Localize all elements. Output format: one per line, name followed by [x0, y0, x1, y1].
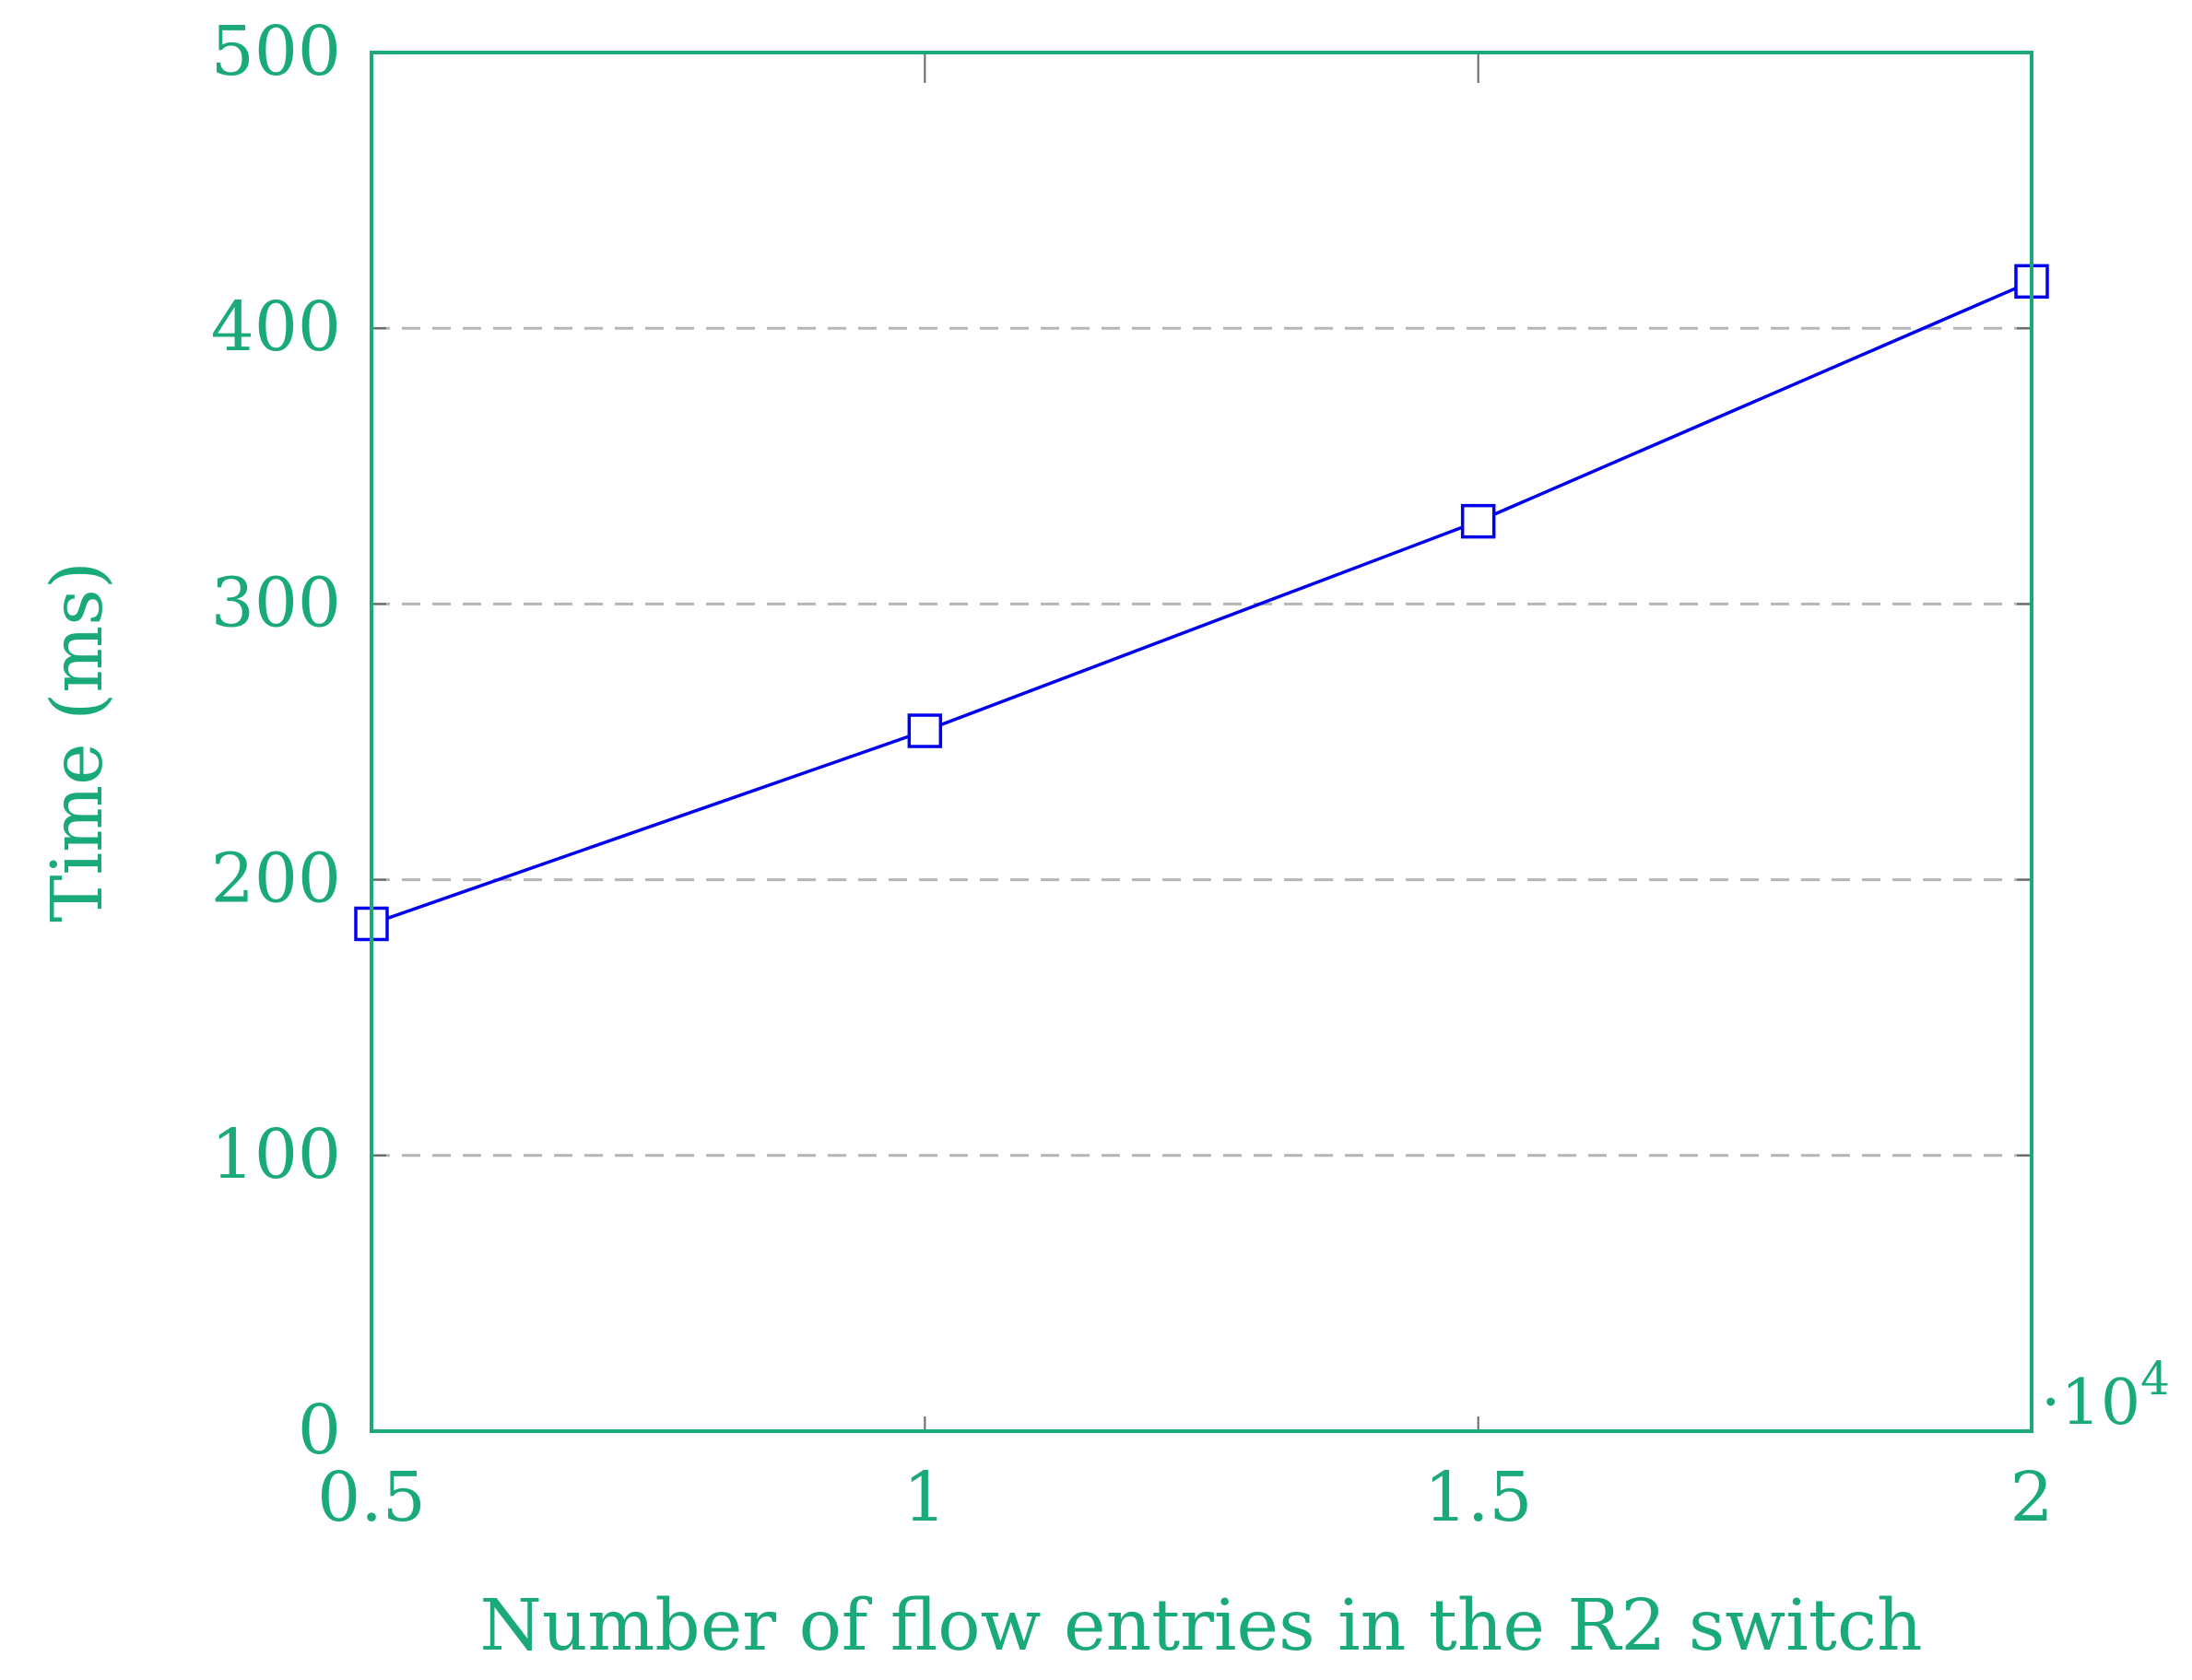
y-axis-label: Time (ms) — [37, 561, 119, 922]
plot-frame — [370, 51, 2033, 1433]
y-tick-label: 300 — [211, 563, 341, 642]
axis-ticks — [371, 52, 2033, 1432]
x-tick-label: 1.5 — [1424, 1458, 1533, 1537]
x-tick-label: 0.5 — [317, 1458, 426, 1537]
x-axis-multiplier-base: ·10 — [2041, 1367, 2140, 1439]
y-tick-label: 100 — [211, 1115, 341, 1194]
x-tick-label: 2 — [2009, 1458, 2053, 1537]
series-line — [371, 279, 2033, 926]
y-tick-label: 400 — [211, 288, 341, 367]
tick-labels: 0 100 200 300 400 500 0.5 1 1.5 2 — [211, 12, 2054, 1537]
data-point-marker — [1460, 503, 1496, 539]
x-tick-label: 1 — [903, 1458, 947, 1537]
data-point-marker — [907, 713, 943, 748]
grid-lines — [371, 326, 2032, 1157]
y-tick-label: 200 — [211, 840, 341, 919]
x-axis-multiplier: ·104 — [2041, 1352, 2170, 1439]
y-tick-label: 0 — [298, 1391, 341, 1470]
x-axis-label: Number of flow entries in the R2 switch — [479, 1585, 1922, 1667]
x-axis-multiplier-exponent: 4 — [2140, 1352, 2170, 1405]
y-tick-label: 500 — [211, 12, 341, 91]
